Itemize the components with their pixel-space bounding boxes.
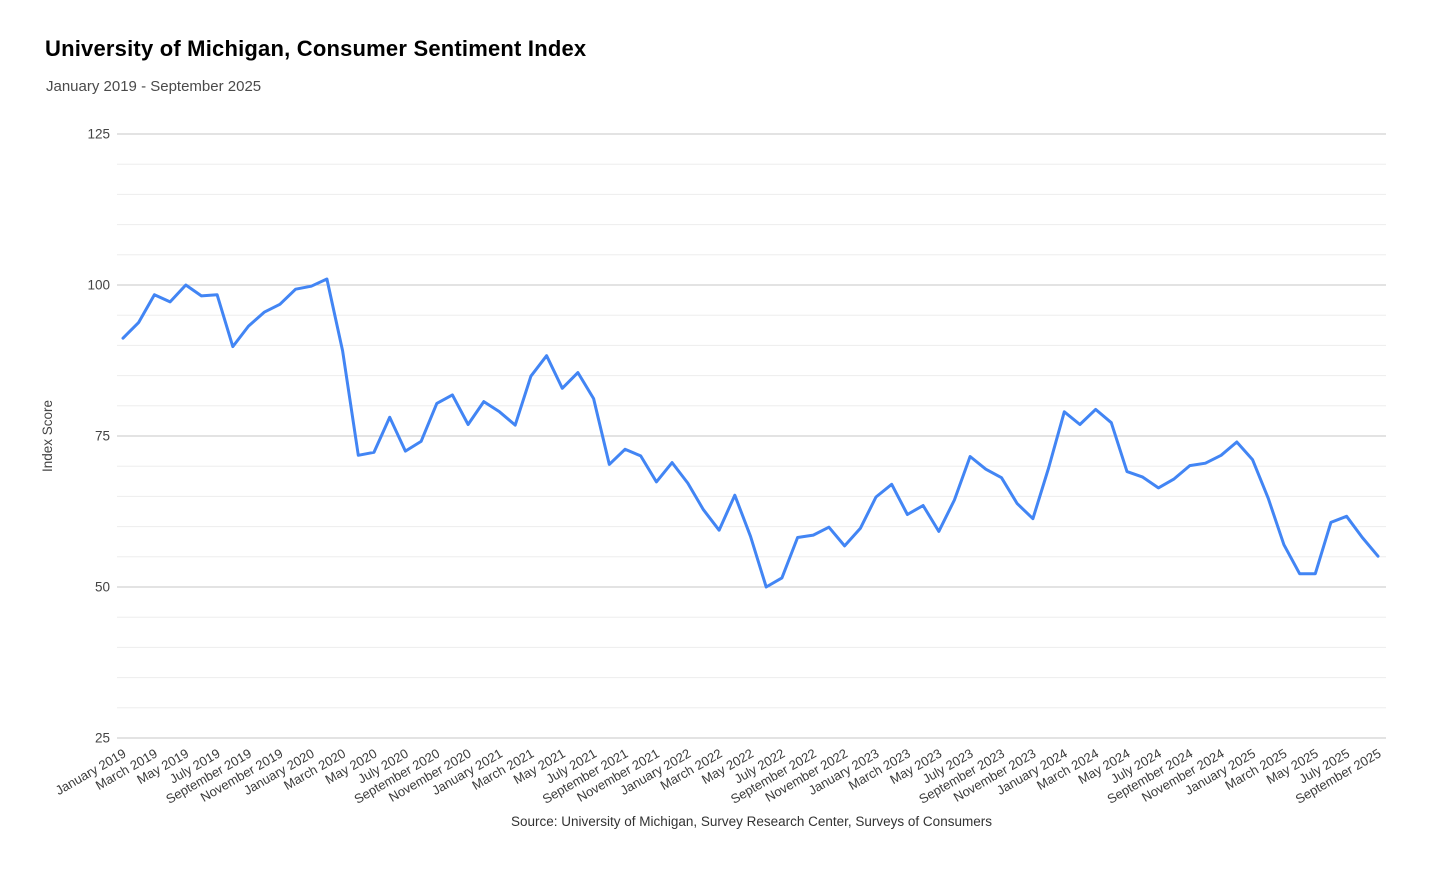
y-axis-title: Index Score [40, 400, 55, 472]
y-axis-tick-label: 125 [87, 127, 110, 142]
sentiment-index-series-line [121, 277, 1380, 589]
chart-source-note: Source: University of Michigan, Survey R… [511, 814, 992, 829]
y-axis-tick-label: 50 [95, 580, 110, 595]
chart-title: University of Michigan, Consumer Sentime… [45, 36, 587, 61]
y-axis-tick-label: 75 [95, 429, 110, 444]
y-axis-tick-label: 100 [87, 278, 110, 293]
chart-subtitle: January 2019 - September 2025 [46, 78, 262, 95]
y-axis-tick-label: 25 [95, 731, 110, 746]
